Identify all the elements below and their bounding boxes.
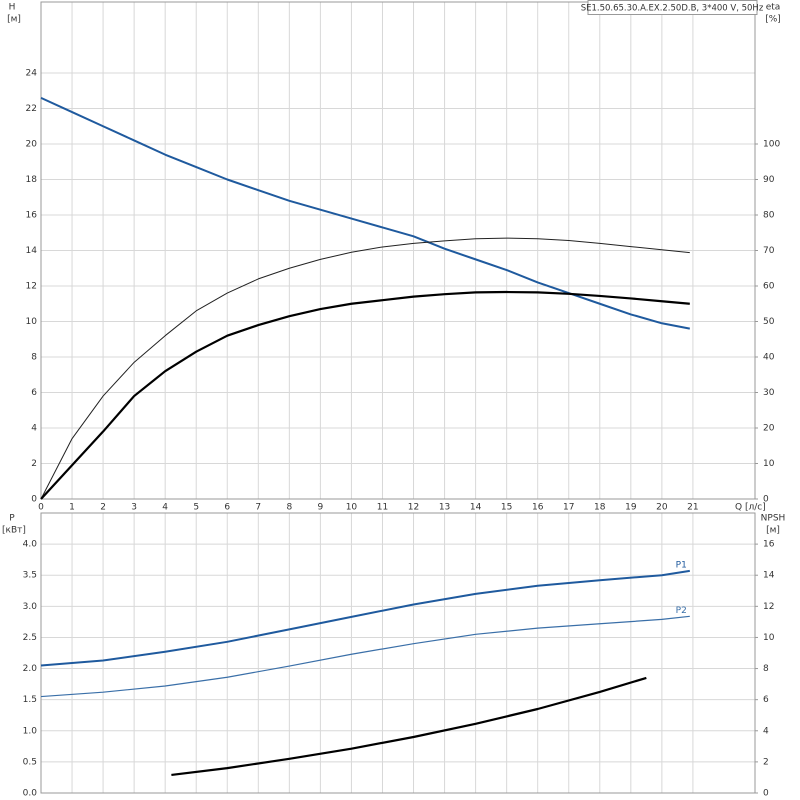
y2-tick-label: 10 [763, 459, 775, 469]
x-tick-label: 2 [100, 503, 106, 513]
x-axis-label: Q [л/с] [735, 503, 766, 513]
y2-axis-label: NPSH [761, 514, 786, 524]
x-tick-label: 3 [131, 503, 137, 513]
x-tick-label: 12 [408, 503, 419, 513]
y2-tick-label: 80 [763, 211, 775, 221]
y-tick-label: 10 [26, 317, 38, 327]
y-tick-label: 2 [31, 459, 37, 469]
x-tick-label: 21 [687, 503, 698, 513]
x-tick-label: 20 [656, 503, 668, 513]
curve [40, 237, 690, 500]
x-tick-label: 7 [255, 503, 261, 513]
y2-tick-label: 50 [763, 317, 775, 327]
y2-tick-label: 12 [763, 602, 774, 612]
y2-axis-unit: [м] [766, 526, 780, 536]
y2-tick-label: 0 [763, 789, 769, 799]
y-tick-label: 3.0 [23, 602, 38, 612]
y2-tick-label: 40 [763, 353, 775, 363]
y-tick-label: 14 [26, 246, 38, 256]
y-tick-label: 1.0 [23, 726, 38, 736]
y2-tick-label: 14 [763, 571, 775, 581]
x-tick-label: 18 [594, 503, 606, 513]
y-tick-label: 12 [26, 282, 37, 292]
x-tick-label: 16 [532, 503, 544, 513]
y2-tick-label: 30 [763, 388, 775, 398]
x-tick-label: 4 [162, 503, 168, 513]
plot-frame [40, 1, 756, 500]
y2-tick-label: 8 [763, 664, 769, 674]
y-axis-unit: [кВт] [2, 526, 26, 536]
y2-tick-label: 10 [763, 633, 775, 643]
curve [40, 290, 690, 500]
title-box [587, 0, 758, 15]
x-tick-label: 15 [501, 503, 512, 513]
y-tick-label: 4 [31, 424, 37, 434]
y-tick-label: 6 [31, 388, 37, 398]
y-tick-label: 0 [31, 495, 37, 505]
x-tick-label: 9 [318, 503, 324, 513]
x-tick-label: 5 [193, 503, 199, 513]
chart-title: SE1.50.65.30.A.EX.2.50D.B, 3*400 V, 50Hz [581, 4, 764, 14]
x-tick-label: 0 [38, 503, 44, 513]
y-tick-label: 2.0 [23, 664, 38, 674]
x-tick-label: 6 [224, 503, 230, 513]
y2-tick-label: 0 [763, 495, 769, 505]
y-axis-unit: [м] [7, 15, 21, 25]
y-tick-label: 20 [26, 140, 38, 150]
y-tick-label: 2.5 [23, 633, 37, 643]
x-tick-label: 1 [69, 503, 75, 513]
y-tick-label: 1.5 [23, 695, 37, 705]
x-tick-label: 17 [563, 503, 574, 513]
y-tick-label: 18 [26, 175, 38, 185]
y-tick-label: 16 [26, 211, 38, 221]
y-tick-label: 22 [26, 104, 37, 114]
x-tick-label: 10 [346, 503, 358, 513]
y-axis-label: P [9, 514, 15, 524]
y2-tick-label: 90 [763, 175, 775, 185]
x-tick-label: 8 [286, 503, 292, 513]
y-tick-label: 8 [31, 353, 37, 363]
x-tick-label: 11 [377, 503, 388, 513]
y-tick-label: 0.5 [23, 757, 37, 767]
curve [40, 569, 690, 667]
x-tick-label: 14 [470, 503, 482, 513]
y-axis-label: H [9, 3, 16, 13]
y2-tick-label: 4 [763, 726, 769, 736]
curve [40, 96, 690, 330]
x-tick-label: 19 [625, 503, 637, 513]
y-tick-label: 24 [26, 69, 38, 79]
y2-tick-label: 20 [763, 424, 775, 434]
curve [40, 615, 690, 698]
plot-frame [40, 512, 756, 794]
y-tick-label: 4.0 [23, 540, 38, 550]
curve-label: P1 [676, 560, 687, 570]
x-tick-label: 13 [439, 503, 450, 513]
y2-tick-label: 6 [763, 695, 769, 705]
y2-tick-label: 16 [763, 540, 775, 550]
y2-axis-unit: [%] [765, 15, 781, 25]
y2-tick-label: 60 [763, 282, 775, 292]
y2-tick-label: 100 [763, 140, 780, 150]
curve [171, 676, 647, 777]
y-tick-label: 0.0 [23, 789, 38, 799]
curve-label: P2 [676, 606, 687, 616]
y-tick-label: 3.5 [23, 571, 37, 581]
y2-tick-label: 70 [763, 246, 775, 256]
y2-axis-label: eta [766, 3, 781, 13]
y2-tick-label: 2 [763, 757, 769, 767]
